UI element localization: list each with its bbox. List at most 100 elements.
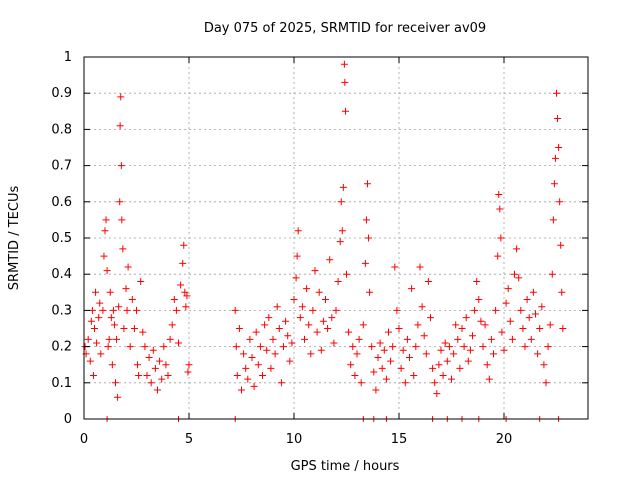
data-point	[122, 285, 130, 293]
data-point	[334, 277, 342, 285]
y-tick-label: 0.4	[51, 267, 72, 282]
data-point	[109, 306, 117, 314]
data-point	[184, 368, 192, 376]
data-point	[475, 296, 483, 304]
data-point	[113, 335, 121, 343]
data-point	[494, 252, 502, 260]
x-tick-label: 15	[391, 432, 408, 447]
data-point	[422, 350, 430, 358]
data-point	[523, 296, 531, 304]
data-point	[277, 379, 285, 387]
x-tick-label: 0	[80, 432, 88, 447]
data-point	[378, 364, 386, 372]
data-point	[353, 350, 361, 358]
data-point	[397, 364, 405, 372]
data-point	[521, 343, 529, 351]
data-point	[337, 198, 345, 206]
data-point	[554, 115, 562, 123]
data-point	[102, 216, 110, 224]
data-point	[553, 89, 560, 97]
data-point	[372, 386, 380, 394]
data-point	[349, 343, 357, 351]
data-point	[123, 306, 131, 314]
data-point	[151, 364, 159, 372]
data-point	[387, 357, 395, 365]
data-point	[536, 325, 544, 332]
data-point	[305, 321, 313, 329]
data-point	[513, 245, 521, 253]
data-point	[393, 306, 401, 314]
data-point	[183, 292, 191, 300]
data-point	[164, 372, 172, 380]
data-point	[483, 361, 491, 369]
data-point	[271, 350, 279, 358]
data-point	[185, 361, 193, 369]
data-point	[231, 306, 239, 314]
data-point	[401, 379, 409, 387]
data-point	[294, 227, 302, 235]
data-point	[254, 361, 262, 369]
data-point	[242, 364, 250, 372]
data-point	[355, 335, 363, 343]
data-point	[403, 335, 411, 343]
data-point	[91, 325, 98, 332]
data-point	[106, 288, 114, 296]
data-point	[336, 238, 344, 246]
data-point	[175, 339, 182, 347]
data-point	[408, 285, 416, 293]
data-point	[135, 372, 143, 380]
data-point	[105, 335, 113, 343]
axis-ticks: 00.10.20.30.40.50.60.70.80.910 5 10 15 20	[51, 50, 588, 447]
data-point	[525, 314, 533, 322]
data-point	[104, 343, 112, 351]
data-point	[170, 296, 178, 304]
data-point	[429, 364, 437, 372]
data-point	[115, 303, 123, 311]
data-point	[162, 361, 170, 369]
data-point	[137, 277, 145, 285]
data-point	[238, 386, 245, 394]
x-tick-label: 10	[286, 432, 303, 447]
data-point	[370, 368, 378, 376]
data-point	[458, 325, 466, 332]
data-point	[550, 180, 558, 188]
data-point	[368, 343, 376, 351]
data-point	[235, 325, 243, 332]
y-tick-label: 0.7	[51, 159, 72, 174]
data-point	[479, 343, 487, 351]
data-point	[250, 382, 258, 390]
data-point	[452, 321, 460, 329]
data-point	[534, 350, 542, 358]
y-tick-label: 0.2	[51, 340, 72, 355]
data-point	[385, 328, 392, 336]
data-point	[471, 306, 479, 314]
data-point	[389, 343, 397, 351]
y-tick-label: 0.8	[51, 122, 72, 137]
data-point	[481, 321, 489, 329]
data-point	[267, 364, 275, 372]
data-point	[126, 343, 134, 351]
data-point	[273, 303, 281, 311]
data-point	[93, 339, 101, 347]
data-point	[286, 357, 294, 365]
data-point	[307, 350, 315, 358]
data-point	[143, 372, 151, 380]
data-point	[246, 335, 254, 343]
y-axis-label: SRMTID / TECUs	[7, 186, 22, 291]
data-point	[496, 205, 504, 213]
data-point	[117, 93, 125, 101]
data-point	[532, 310, 539, 318]
data-point	[315, 288, 323, 296]
data-point	[232, 343, 240, 351]
data-point	[139, 328, 147, 336]
data-point	[95, 314, 103, 322]
data-point	[180, 241, 188, 249]
data-point	[290, 296, 298, 304]
data-point	[119, 245, 127, 253]
data-point	[460, 343, 468, 351]
data-point	[502, 299, 510, 307]
data-point	[529, 288, 537, 296]
data-point	[437, 346, 445, 354]
data-point	[101, 227, 109, 235]
